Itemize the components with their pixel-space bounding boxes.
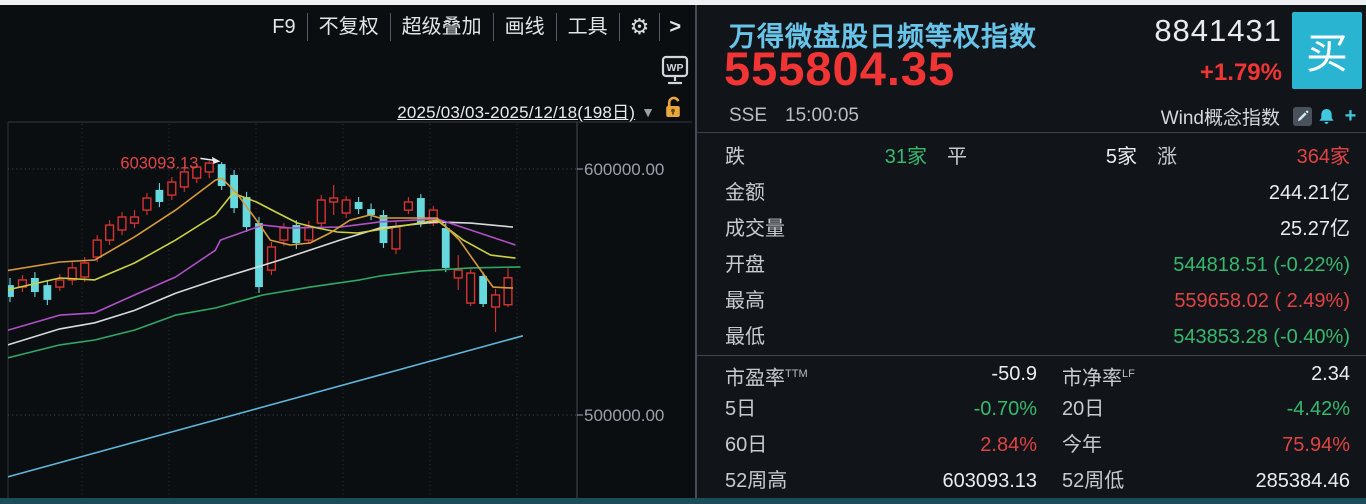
wp-monitor-icon[interactable]: WP: [661, 55, 689, 92]
svg-text:600000.00: 600000.00: [584, 160, 664, 179]
index-code: 8841431: [1154, 13, 1282, 48]
edit-pencil-icon[interactable]: [1293, 107, 1312, 126]
ma-slow: [8, 266, 521, 359]
low-value: 543853.28 (-0.40%): [1173, 326, 1350, 348]
high-row: 最高 559658.02 ( 2.49%): [697, 283, 1366, 319]
open-value: 544818.51 (-0.22%): [1173, 254, 1350, 276]
pe-label: 市盈率TTM: [725, 367, 808, 390]
down-count-label: 跌: [725, 146, 745, 168]
market-breadth-row: 跌 31家 平 5家 涨 364家: [697, 139, 1366, 175]
chart-toolbar: F9 不复权 超级叠加 画线 工具 ⚙ >: [261, 12, 690, 42]
20d-label: 20日: [1062, 398, 1105, 420]
change-percent: +1.79%: [1199, 59, 1282, 86]
60d-ytd-row: 60日 2.84% 今年 75.94%: [697, 427, 1366, 463]
svg-text:WP: WP: [667, 62, 684, 74]
quote-header: 万得微盘股日频等权指数 8841431 555804.35 +1.79% 买 S…: [697, 5, 1366, 133]
toolbar-no-adjust-button[interactable]: 不复权: [306, 13, 390, 41]
low-row: 最低 543853.28 (-0.40%): [697, 319, 1366, 355]
high-label: 最高: [725, 290, 765, 312]
flat-count-value: 5家: [1105, 146, 1137, 168]
toolbar-tools-button[interactable]: 工具: [555, 13, 619, 41]
60d-value: 2.84%: [980, 434, 1037, 456]
turnover-label: 金额: [725, 182, 765, 204]
ma-5: [8, 177, 514, 289]
peak-arrow-icon: [211, 156, 221, 164]
pb-value: 2.34: [1311, 363, 1350, 385]
52wk-high-label: 52周高: [725, 470, 788, 492]
low-label: 最低: [725, 326, 765, 348]
open-row: 开盘 544818.51 (-0.22%): [697, 247, 1366, 283]
52wk-low-label: 52周低: [1062, 470, 1125, 492]
ytd-value: 75.94%: [1282, 434, 1350, 456]
ma-10: [8, 192, 516, 291]
chart-panel: 600000.00 500000.00 603093.13 F9 不复权 超级叠加 …: [0, 5, 692, 504]
toolbar-super-overlay-button[interactable]: 超级叠加: [389, 13, 493, 41]
index-category: Wind概念指数: [1160, 108, 1280, 129]
flat-count-label: 平: [947, 146, 967, 168]
5d-20d-row: 5日 -0.70% 20日 -4.42%: [697, 391, 1366, 427]
52wk-row: 52周高 603093.13 52周低 285384.46: [697, 463, 1366, 499]
exchange-label: SSE: [729, 105, 768, 126]
ma-20: [8, 218, 516, 332]
pb-label: 市净率LF: [1062, 367, 1135, 390]
up-count-label: 涨: [1157, 146, 1177, 168]
buy-button[interactable]: 买: [1292, 12, 1362, 89]
alert-bell-icon[interactable]: [1317, 107, 1336, 126]
turnover-value: 244.21亿: [1268, 182, 1350, 204]
quote-panel: 万得微盘股日频等权指数 8841431 555804.35 +1.79% 买 S…: [695, 5, 1366, 498]
quote-stats: 跌 31家 平 5家 涨 364家 金额 244.21亿 成交量 25.27亿 …: [697, 133, 1366, 499]
pe-value: -50.9: [991, 363, 1037, 385]
last-price: 555804.35: [724, 42, 956, 95]
turnover-row: 金额 244.21亿: [697, 175, 1366, 211]
index-category-row: Wind概念指数 +: [1161, 103, 1360, 130]
52wk-high-value: 603093.13: [942, 470, 1037, 492]
exchange-time: SSE 15:00:05: [729, 105, 859, 127]
volume-row: 成交量 25.27亿: [697, 211, 1366, 247]
svg-text:500000.00: 500000.00: [584, 406, 664, 425]
chevron-down-icon[interactable]: ▼: [641, 103, 655, 120]
index-name: 万得微盘股日频等权指数: [729, 22, 1037, 52]
window-top-edge: [0, 0, 1366, 5]
20d-value: -4.42%: [1286, 398, 1350, 420]
quote-time: 15:00:05: [785, 105, 859, 126]
date-range-selector[interactable]: 2025/03/03-2025/12/18(198日): [397, 103, 636, 122]
toolbar-more-chevron-icon[interactable]: >: [659, 13, 690, 41]
ma-longterm: [8, 335, 524, 478]
candlestick-chart[interactable]: 600000.00 500000.00 603093.13: [0, 5, 692, 504]
add-to-watchlist-icon[interactable]: +: [1344, 105, 1357, 127]
toolbar-f9-button[interactable]: F9: [272, 16, 296, 38]
toolbar-draw-line-button[interactable]: 画线: [492, 13, 556, 41]
open-label: 开盘: [725, 254, 765, 276]
ytd-label: 今年: [1062, 434, 1102, 456]
52wk-low-value: 285384.46: [1255, 470, 1350, 492]
down-count-value: 31家: [884, 146, 927, 168]
volume-label: 成交量: [725, 218, 785, 240]
5d-label: 5日: [725, 398, 757, 420]
up-count-value: 364家: [1296, 146, 1350, 168]
ma-40: [8, 221, 514, 346]
peak-price-label: 603093.13: [120, 154, 198, 172]
pe-pb-row: 市盈率TTM -50.9 市净率LF 2.34: [697, 355, 1366, 391]
candles: [8, 161, 513, 333]
settings-gear-icon[interactable]: ⚙: [618, 13, 660, 41]
5d-value: -0.70%: [973, 398, 1037, 420]
volume-value: 25.27亿: [1279, 218, 1350, 240]
high-value: 559658.02 ( 2.49%): [1174, 290, 1350, 312]
60d-label: 60日: [725, 434, 768, 456]
window-bottom-edge: [0, 498, 1366, 504]
unlock-icon[interactable]: [663, 96, 684, 125]
date-range-row: 2025/03/03-2025/12/18(198日) ▼: [397, 96, 684, 125]
